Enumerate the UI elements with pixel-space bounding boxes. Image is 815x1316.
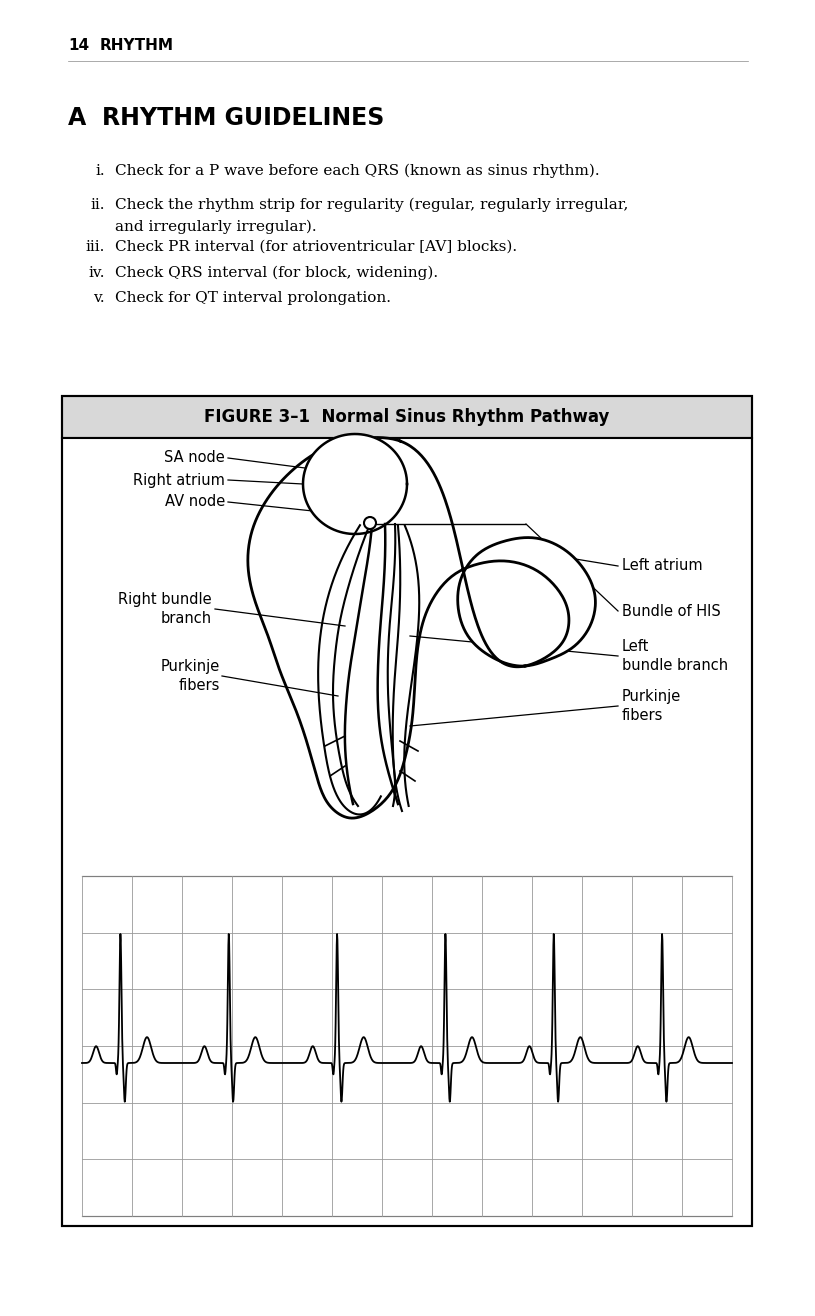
Text: Bundle of HIS: Bundle of HIS bbox=[622, 604, 720, 619]
Polygon shape bbox=[303, 434, 407, 534]
Bar bbox=[62, 396, 752, 1227]
Text: iv.: iv. bbox=[89, 266, 105, 280]
Text: Left atrium: Left atrium bbox=[622, 558, 703, 574]
Text: Left
bundle branch: Left bundle branch bbox=[622, 640, 728, 672]
Text: v.: v. bbox=[94, 291, 105, 305]
Bar bbox=[62, 438, 752, 1227]
Circle shape bbox=[364, 517, 376, 529]
Polygon shape bbox=[458, 537, 596, 666]
Text: FIGURE 3–1  Normal Sinus Rhythm Pathway: FIGURE 3–1 Normal Sinus Rhythm Pathway bbox=[205, 408, 610, 426]
Text: iii.: iii. bbox=[86, 240, 105, 254]
Text: RHYTHM: RHYTHM bbox=[100, 38, 174, 54]
Text: Purkinje
fibers: Purkinje fibers bbox=[622, 690, 681, 722]
Text: ii.: ii. bbox=[90, 197, 105, 212]
Text: Check PR interval (for atrioventricular [AV] blocks).: Check PR interval (for atrioventricular … bbox=[115, 240, 518, 254]
Text: RHYTHM GUIDELINES: RHYTHM GUIDELINES bbox=[102, 107, 385, 130]
Text: Check the rhythm strip for regularity (regular, regularly irregular,: Check the rhythm strip for regularity (r… bbox=[115, 197, 628, 212]
Text: A: A bbox=[68, 107, 86, 130]
Text: Check for a P wave before each QRS (known as sinus rhythm).: Check for a P wave before each QRS (know… bbox=[115, 164, 600, 179]
Text: SA node: SA node bbox=[165, 450, 225, 466]
Text: Right atrium: Right atrium bbox=[133, 472, 225, 487]
Text: 14: 14 bbox=[68, 38, 89, 54]
Bar bbox=[82, 876, 732, 1216]
Bar bbox=[62, 396, 752, 438]
Text: i.: i. bbox=[95, 164, 105, 178]
Text: Check for QT interval prolongation.: Check for QT interval prolongation. bbox=[115, 291, 391, 305]
Text: AV node: AV node bbox=[165, 495, 225, 509]
Text: and irregularly irregular).: and irregularly irregular). bbox=[115, 220, 316, 234]
Text: Purkinje
fibers: Purkinje fibers bbox=[161, 659, 220, 692]
Text: Check QRS interval (for block, widening).: Check QRS interval (for block, widening)… bbox=[115, 266, 438, 280]
Text: Right bundle
branch: Right bundle branch bbox=[118, 592, 212, 626]
